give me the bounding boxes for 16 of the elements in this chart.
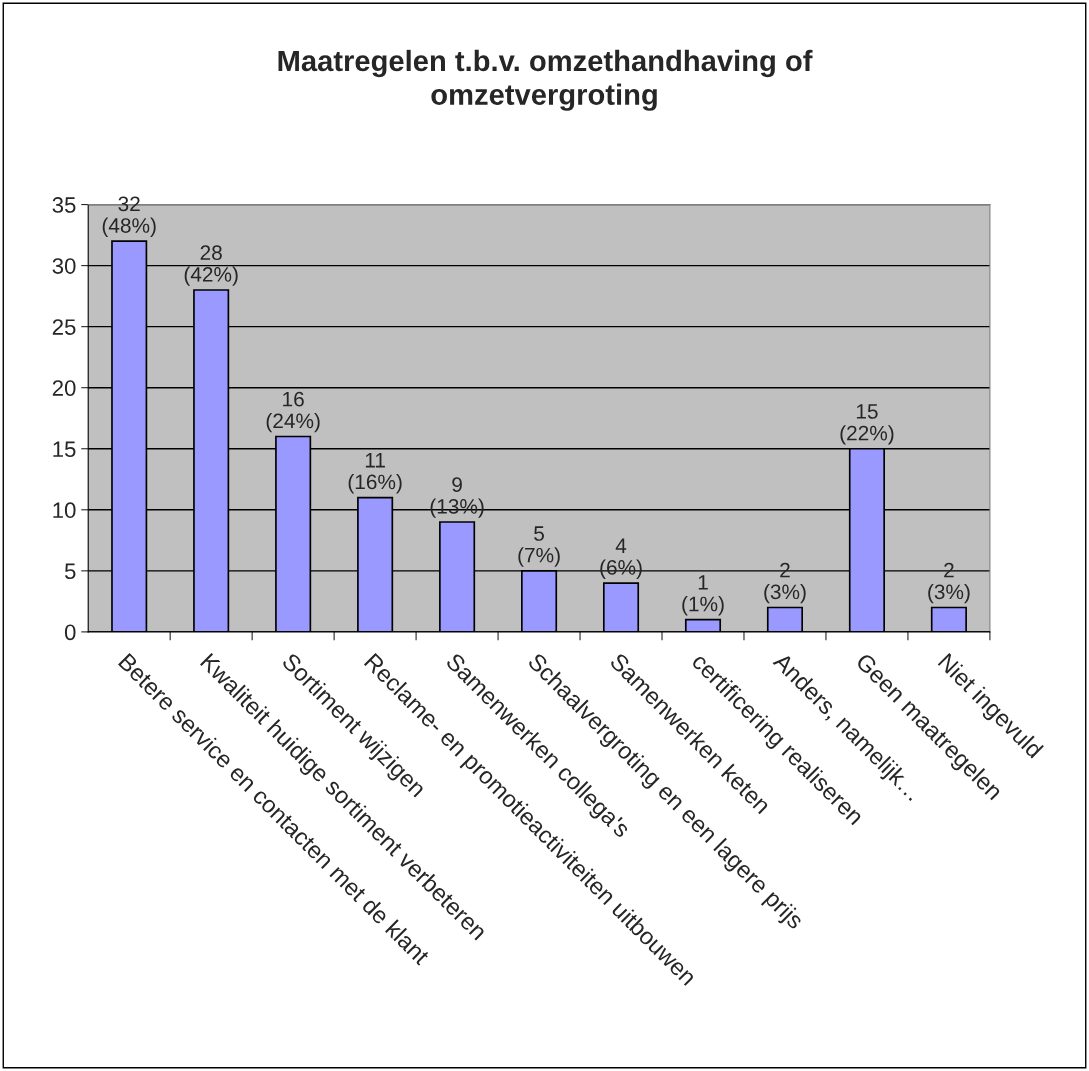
y-tick-label: 0 bbox=[64, 624, 76, 641]
y-tick-label: 10 bbox=[53, 502, 76, 519]
y-tick-label: 15 bbox=[53, 441, 76, 458]
y-tick-label: 30 bbox=[52, 258, 76, 274]
data-label: 15 (22%) bbox=[840, 404, 894, 445]
data-label: 5 (7%) bbox=[518, 526, 560, 567]
data-label: 1 (1%) bbox=[682, 575, 724, 616]
data-label: 11 (16%) bbox=[348, 453, 402, 494]
y-tick-label: 35 bbox=[52, 197, 76, 213]
y-tick-label: 25 bbox=[52, 319, 76, 335]
data-label: 32 (48%) bbox=[102, 196, 156, 238]
chart-title: Maatregelen t.b.v. omzethandhaving of omzetvergroting bbox=[278, 49, 813, 111]
data-label: 28 (42%) bbox=[184, 245, 238, 286]
data-label: 16 (24%) bbox=[266, 391, 320, 433]
y-tick-label: 20 bbox=[52, 380, 76, 396]
y-tick-label: 5 bbox=[64, 563, 76, 580]
